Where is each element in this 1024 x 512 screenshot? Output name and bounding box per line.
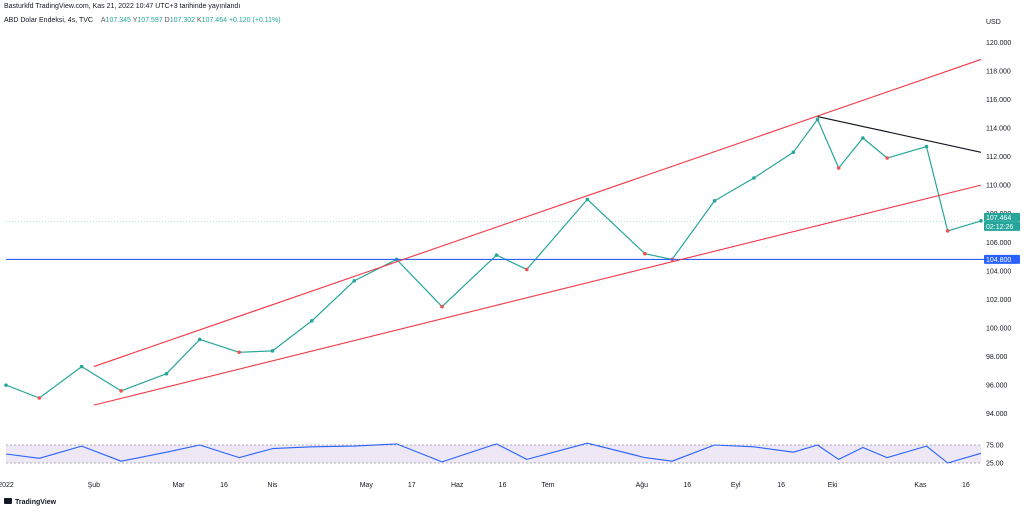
tradingview-brand: TradingView	[15, 499, 57, 506]
current-price-tag: 107.464	[986, 215, 1011, 222]
rsi-tick-0: 75.00	[986, 443, 1004, 450]
price-tick-7: 106.000	[986, 240, 1011, 247]
price-point-7	[270, 349, 275, 353]
price-point-9	[352, 279, 357, 283]
time-label-0: 2022	[0, 482, 14, 489]
ohlc-high-value: 107.597	[137, 17, 163, 24]
price-point-15	[643, 251, 647, 256]
time-label-11: 16	[683, 482, 691, 489]
price-point-2	[79, 364, 84, 369]
ohlc-high-label: Y	[132, 17, 138, 24]
price-point-19	[791, 150, 796, 155]
current-price-tag-bg	[984, 212, 1020, 222]
price-point-12	[494, 253, 499, 257]
lower-channel-line	[93, 184, 982, 406]
symbol-title: ABD Dolar Endeksi, 4s, TVC	[4, 17, 93, 24]
time-label-16: 16	[962, 482, 970, 489]
symbol-line: ABD Dolar Endeksi, 4s, TVC A107.345 Y107…	[4, 17, 281, 24]
price-tick-2: 116.000	[986, 97, 1011, 104]
rsi-axis: 75.00 25.00	[986, 443, 1004, 468]
price-tick-5: 110.000	[986, 183, 1011, 190]
price-point-6	[237, 350, 241, 355]
time-label-12: Eyl	[731, 482, 741, 489]
price-tick-0: 120.000	[986, 40, 1011, 47]
time-label-8: 16	[499, 482, 507, 489]
price-point-25	[945, 229, 950, 233]
ohlc-open-label: A	[100, 17, 106, 24]
time-label-2: Mar	[173, 482, 186, 489]
time-label-6: 17	[408, 482, 416, 489]
price-point-21	[836, 166, 841, 170]
countdown-tag: 02:12:26	[986, 224, 1013, 231]
ohlc-close-value: 107.464	[201, 17, 227, 24]
price-point-23	[885, 156, 889, 160]
price-tick-8: 104.000	[986, 268, 1011, 275]
price-point-13	[525, 267, 529, 272]
upper-channel-line	[93, 58, 982, 368]
rsi-tick-1: 25.00	[986, 461, 1004, 468]
price-tick-12: 96.000	[986, 383, 1008, 390]
support-price-tag-bg	[984, 254, 1020, 264]
ohlc-change: +0.120 (+0.11%)	[228, 17, 281, 24]
countdown-tag-bg	[984, 221, 1020, 231]
time-label-5: May	[360, 482, 374, 489]
ohlc-low-label: D	[164, 17, 170, 24]
rsi-band	[6, 444, 981, 464]
descending-trendline	[817, 115, 982, 153]
price-series	[4, 117, 983, 400]
rsi-line	[5, 442, 982, 464]
drawing-lines[interactable]	[6, 58, 984, 406]
price-point-14	[585, 197, 590, 202]
price-point-17	[712, 199, 717, 203]
publish-line: Basturkfd TradingView.com, Kas 21, 2022 …	[4, 3, 241, 10]
price-point-26	[979, 219, 983, 223]
price-point-22	[861, 136, 865, 140]
price-point-18	[752, 176, 756, 180]
price-tick-9: 102.000	[986, 297, 1011, 304]
time-label-9: Tem	[541, 482, 554, 489]
time-label-3: 16	[220, 482, 228, 489]
price-point-24	[924, 144, 929, 149]
tradingview-logo[interactable]: TradingView	[4, 498, 57, 506]
price-point-1	[37, 396, 42, 400]
price-point-3	[119, 389, 123, 393]
price-tick-4: 112.000	[986, 154, 1011, 161]
time-label-10: Ağu	[636, 482, 649, 489]
price-tick-10: 100.000	[986, 326, 1011, 333]
price-tick-13: 94.000	[986, 411, 1008, 418]
time-label-15: Kas	[914, 482, 927, 489]
tradingview-mark-icon	[4, 498, 12, 504]
rsi-series	[5, 442, 982, 464]
price-point-4	[164, 371, 169, 376]
price-line	[5, 118, 982, 399]
time-label-13: 16	[777, 482, 785, 489]
time-label-4: Nis	[267, 482, 278, 489]
price-point-5	[197, 337, 202, 342]
price-point-20	[815, 117, 820, 122]
price-point-8	[310, 319, 314, 323]
support-price-tag: 104.800	[986, 257, 1011, 264]
ohlc-close-label: K	[197, 17, 202, 24]
time-axis[interactable]: 2022 Şub Mar 16 Nis May 17 Haz 16 Tem Ağu 16 Eyl 16 Ek…	[0, 482, 970, 489]
price-point-0	[4, 383, 8, 387]
price-tick-3: 114.000	[986, 126, 1011, 133]
rsi-band-fill	[6, 445, 981, 463]
time-label-1: Şub	[88, 482, 101, 489]
price-tick-1: 118.000	[986, 68, 1011, 75]
ohlc-open-value: 107.345	[105, 17, 131, 24]
price-tags: 107.464 02:12:26 104.800	[984, 212, 1020, 264]
price-tick-11: 98.000	[986, 354, 1008, 361]
price-point-11	[440, 304, 444, 309]
time-label-7: Haz	[451, 482, 464, 489]
ohlc-low-value: 107.302	[169, 17, 196, 24]
time-label-14: Eki	[828, 482, 838, 489]
price-unit: USD	[986, 19, 1001, 26]
